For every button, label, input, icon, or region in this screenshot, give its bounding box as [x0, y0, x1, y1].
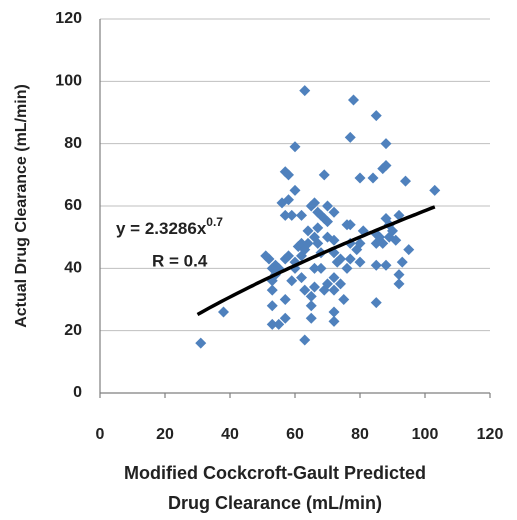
point	[218, 306, 229, 318]
point	[283, 169, 294, 181]
point	[260, 250, 272, 262]
point	[299, 85, 311, 97]
point	[393, 278, 405, 290]
x-tick-label: 120	[477, 426, 504, 443]
x-tick-label: 20	[156, 426, 174, 443]
x-axis-title: Drug Clearance (mL/min)	[168, 493, 382, 513]
point	[380, 259, 392, 271]
y-tick-label: 80	[64, 135, 82, 152]
point	[309, 197, 320, 209]
point	[273, 318, 285, 330]
point	[318, 284, 330, 296]
point	[328, 272, 340, 284]
point	[396, 256, 408, 268]
point	[338, 294, 350, 305]
point	[318, 169, 330, 181]
y-axis-title: Actual Drug Clearance (mL/min)	[13, 84, 30, 328]
point	[370, 110, 382, 122]
point	[302, 237, 314, 249]
y-tick-label: 60	[64, 197, 82, 214]
point	[309, 281, 320, 293]
point	[289, 184, 301, 196]
y-tick-label: 0	[73, 384, 82, 401]
x-tick-label: 0	[96, 426, 105, 443]
point	[377, 163, 389, 175]
point	[315, 262, 327, 274]
x-tick-label: 60	[286, 426, 304, 443]
point	[344, 253, 356, 265]
equation-text: y = 2.3286x	[116, 219, 207, 238]
point	[328, 206, 340, 218]
point	[305, 290, 317, 302]
x-tick-label: 80	[351, 426, 369, 443]
point	[299, 334, 311, 346]
point	[400, 175, 411, 187]
point	[296, 209, 307, 221]
point	[429, 184, 441, 196]
point	[266, 284, 278, 296]
point	[370, 297, 382, 309]
point	[283, 250, 294, 262]
y-tick-label: 100	[55, 73, 82, 90]
point	[266, 300, 278, 312]
trendline	[196, 205, 436, 317]
point	[354, 172, 366, 184]
point	[403, 244, 415, 256]
point	[393, 269, 405, 281]
equation: y = 2.3286x0.7	[116, 215, 223, 238]
point	[286, 275, 298, 287]
point	[322, 216, 333, 228]
point	[335, 278, 346, 290]
point	[299, 284, 311, 296]
point	[289, 141, 301, 153]
point	[322, 231, 333, 243]
point	[266, 262, 278, 274]
point	[354, 256, 366, 268]
point	[266, 318, 278, 330]
point	[279, 294, 291, 305]
point	[279, 312, 291, 324]
point	[296, 272, 307, 284]
point	[348, 94, 359, 106]
point	[367, 172, 379, 184]
y-tick-label: 20	[64, 322, 82, 339]
point	[370, 259, 382, 271]
point	[380, 138, 392, 150]
point	[322, 200, 333, 212]
r-value: R = 0.4	[152, 251, 208, 270]
point	[305, 300, 317, 312]
point	[344, 219, 356, 231]
equation-exponent: 0.7	[206, 215, 223, 229]
point	[328, 284, 340, 296]
point	[279, 209, 291, 221]
x-axis-title: Modified Cockcroft-Gault Predicted	[124, 463, 426, 483]
point	[331, 256, 343, 268]
point	[341, 262, 353, 274]
point	[328, 306, 340, 318]
point	[312, 237, 324, 249]
point	[383, 231, 395, 243]
point	[377, 237, 389, 249]
point	[305, 312, 317, 324]
point	[328, 315, 340, 327]
y-tick-label: 40	[64, 260, 82, 277]
point	[370, 237, 382, 249]
x-tick-label: 100	[412, 426, 439, 443]
point	[286, 209, 298, 221]
point	[195, 337, 207, 349]
point	[354, 237, 366, 249]
point	[302, 225, 314, 237]
x-tick-label: 40	[221, 426, 239, 443]
y-tick-label: 120	[55, 10, 82, 27]
point	[344, 131, 356, 143]
point	[283, 194, 294, 206]
point	[309, 262, 320, 274]
point	[312, 222, 324, 234]
